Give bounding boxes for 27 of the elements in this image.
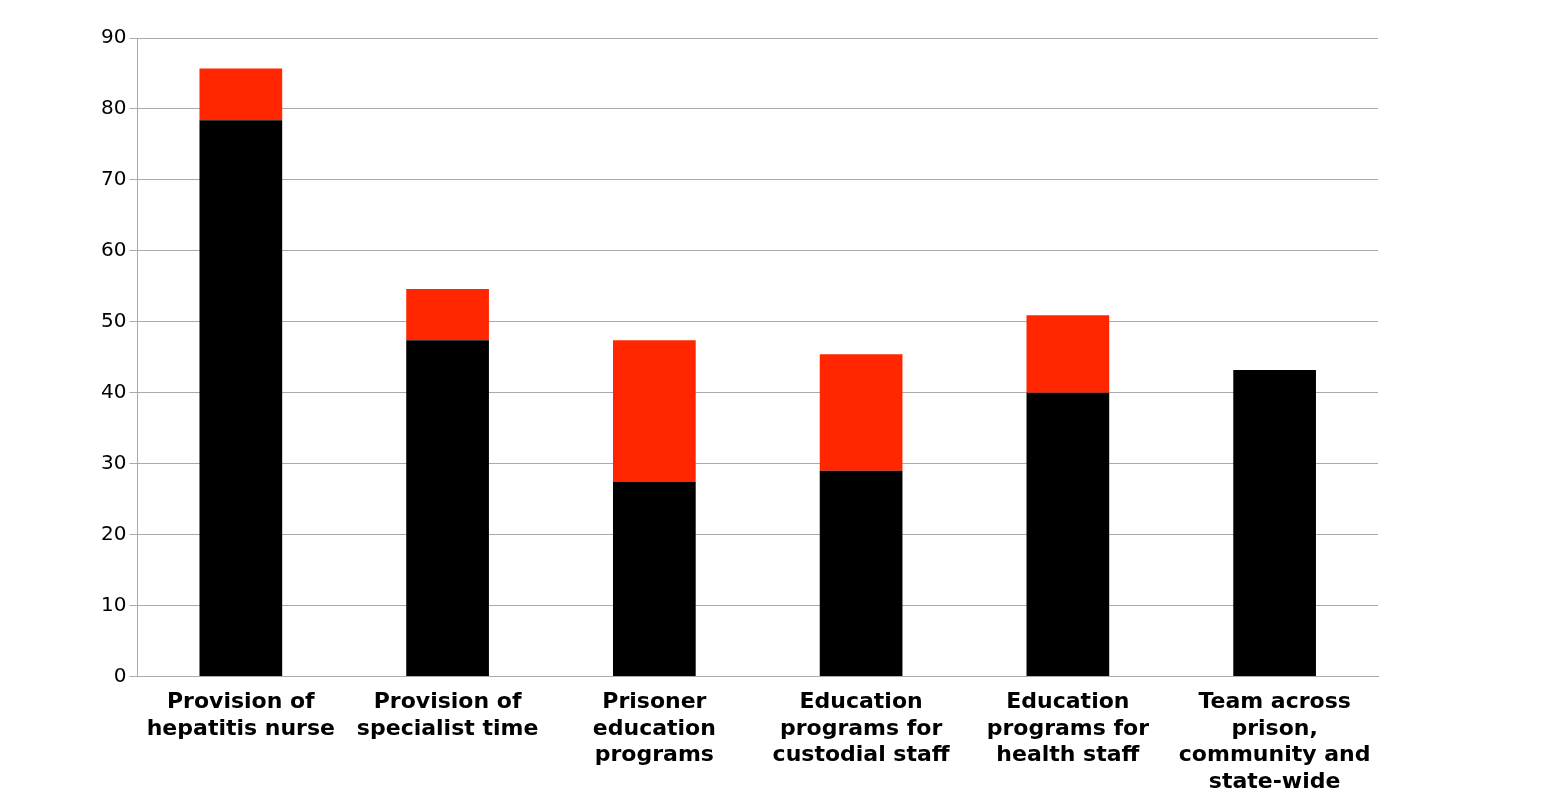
bar (612, 340, 696, 483)
y-tick-label: 0 (113, 662, 127, 687)
y-tick-label: 20 (101, 520, 127, 545)
bar (199, 120, 283, 676)
x-tick-label: Provision of specialist time (356, 688, 539, 740)
y-tick-label: 50 (101, 307, 127, 332)
y-tick-label: 70 (101, 166, 127, 191)
bar (1026, 315, 1110, 393)
y-tick-label: 80 (101, 95, 127, 120)
y-tick-label: 60 (101, 237, 127, 261)
y-tick-label: 90 (101, 24, 127, 49)
x-tick-label: Prisoner education programs (592, 688, 716, 767)
bar (406, 340, 489, 676)
bar (1026, 392, 1110, 676)
x-tick-label: Education programs for health staff (986, 688, 1150, 767)
bar (406, 289, 489, 341)
bar (612, 482, 696, 676)
bar (1233, 369, 1316, 676)
bar (819, 354, 903, 471)
y-tick-label: 30 (101, 449, 127, 474)
bar (819, 470, 903, 676)
y-tick-label: 10 (101, 591, 127, 616)
x-tick-label: Provision of hepatitis nurse (146, 688, 335, 740)
x-tick-label: Education programs for custodial staff (772, 688, 951, 767)
y-tick-label: 40 (101, 378, 127, 403)
bar (199, 68, 283, 121)
x-tick-label: Team across prison, community and state-wide (1178, 688, 1371, 793)
